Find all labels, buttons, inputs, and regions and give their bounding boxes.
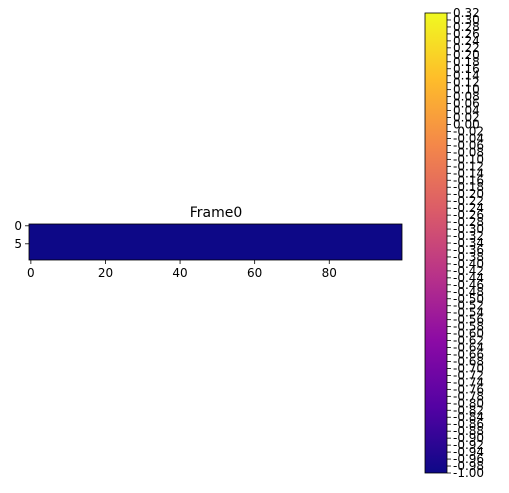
colorbar-tick-label: -0.04: [453, 131, 484, 145]
colorbar-tick-label: -0.02: [453, 124, 484, 138]
x-tick-label: 0: [27, 266, 35, 280]
colorbar-tick-label: -0.26: [453, 208, 484, 222]
colorbar-tick-label: 0.22: [453, 41, 480, 55]
heatmap-image: [29, 224, 402, 260]
colorbar-tick-label: -0.38: [453, 250, 484, 264]
colorbar-tick-label: -0.30: [453, 222, 484, 236]
colorbar-tick-label: -0.60: [453, 327, 484, 341]
colorbar-tick-label: -0.34: [453, 236, 484, 250]
colorbar-tick-label: -0.76: [453, 382, 484, 396]
colorbar-tick-label: -0.46: [453, 278, 484, 292]
colorbar-tick-label: -0.66: [453, 348, 484, 362]
colorbar-tick-label: -0.64: [453, 341, 484, 355]
colorbar-tick-label: -0.48: [453, 285, 484, 299]
colorbar-tick-label: 0.08: [453, 90, 480, 104]
colorbar-tick-label: 0.12: [453, 76, 480, 90]
colorbar-tick-label: 0.28: [453, 20, 480, 34]
colorbar-tick-label: -1.00: [453, 466, 484, 480]
colorbar-tick-label: 0.20: [453, 48, 480, 62]
x-tick-label: 20: [98, 266, 113, 280]
heatmap: [28, 223, 403, 261]
colorbar-gradient: [425, 13, 447, 473]
colorbar-tick-label: -0.94: [453, 445, 484, 459]
colorbar-tick-label: -0.92: [453, 438, 484, 452]
colorbar-tick-label: 0.18: [453, 55, 480, 69]
colorbar-tick-label: -0.44: [453, 271, 484, 285]
colorbar-tick-label: -0.06: [453, 138, 484, 152]
colorbar-tick-label: -0.96: [453, 452, 484, 466]
colorbar-tick-label: -0.12: [453, 159, 484, 173]
colorbar-tick-label: -0.16: [453, 173, 484, 187]
x-axis: 0 20 40 60 80: [27, 260, 337, 280]
colorbar-tick-label: 0.30: [453, 13, 480, 27]
colorbar-tick-label: 0.04: [453, 104, 480, 118]
colorbar: 0.320.300.280.260.240.220.200.180.160.14…: [424, 6, 484, 480]
colorbar-tick-label: -0.68: [453, 354, 484, 368]
colorbar-tick-label: -0.24: [453, 201, 484, 215]
colorbar-tick-label: 0.26: [453, 27, 480, 41]
colorbar-tick-label: -0.22: [453, 194, 484, 208]
colorbar-tick-label: -0.88: [453, 424, 484, 438]
colorbar-tick-label: 0.16: [453, 62, 480, 76]
colorbar-tick-label: -0.62: [453, 334, 484, 348]
colorbar-tick-label: -0.72: [453, 368, 484, 382]
chart-title: Frame0: [190, 205, 243, 221]
heatmap-frame: [28, 223, 403, 261]
colorbar-tick-label: -0.52: [453, 299, 484, 313]
colorbar-tick-label: -0.70: [453, 361, 484, 375]
colorbar-tick-label: 0.06: [453, 97, 480, 111]
colorbar-tick-label: 0.14: [453, 69, 480, 83]
colorbar-tick-label: -0.08: [453, 145, 484, 159]
colorbar-tick-label: -0.54: [453, 306, 484, 320]
colorbar-tick-label: -0.32: [453, 229, 484, 243]
y-tick-label: 5: [14, 237, 22, 251]
colorbar-tick-label: -0.20: [453, 187, 484, 201]
colorbar-tick-label: -0.98: [453, 459, 484, 473]
colorbar-tick-label: -0.84: [453, 410, 484, 424]
colorbar-tick-label: -0.58: [453, 320, 484, 334]
colorbar-tick-label: -0.86: [453, 417, 484, 431]
colorbar-tick-label: -0.78: [453, 389, 484, 403]
colorbar-tick-label: -0.42: [453, 264, 484, 278]
colorbar-tick-label: -0.18: [453, 180, 484, 194]
colorbar-tick-label: -0.82: [453, 403, 484, 417]
x-tick-label: 40: [172, 266, 187, 280]
colorbar-tick-label: 0.10: [453, 83, 480, 97]
colorbar-tick-label: -0.28: [453, 215, 484, 229]
colorbar-tick-label: -0.36: [453, 243, 484, 257]
colorbar-tick-label: -0.10: [453, 152, 484, 166]
colorbar-tick-label: -0.50: [453, 292, 484, 306]
x-tick-label: 80: [322, 266, 337, 280]
colorbar-tick-label: 0.02: [453, 111, 480, 125]
colorbar-tick-label: -0.74: [453, 375, 484, 389]
colorbar-tick-label: 0.00: [453, 118, 480, 132]
colorbar-tick-label: -0.56: [453, 313, 484, 327]
colorbar-ticks: 0.320.300.280.260.240.220.200.180.160.14…: [447, 6, 484, 480]
colorbar-tick-label: 0.24: [453, 34, 480, 48]
colorbar-tick-label: 0.32: [453, 6, 480, 20]
colorbar-tick-label: -0.14: [453, 166, 484, 180]
colorbar-tick-label: -0.80: [453, 396, 484, 410]
colorbar-tick-label: -0.40: [453, 257, 484, 271]
y-tick-label: 0: [14, 219, 22, 233]
x-tick-label: 60: [247, 266, 262, 280]
colorbar-tick-label: -0.90: [453, 431, 484, 445]
y-axis: 05: [14, 219, 29, 251]
